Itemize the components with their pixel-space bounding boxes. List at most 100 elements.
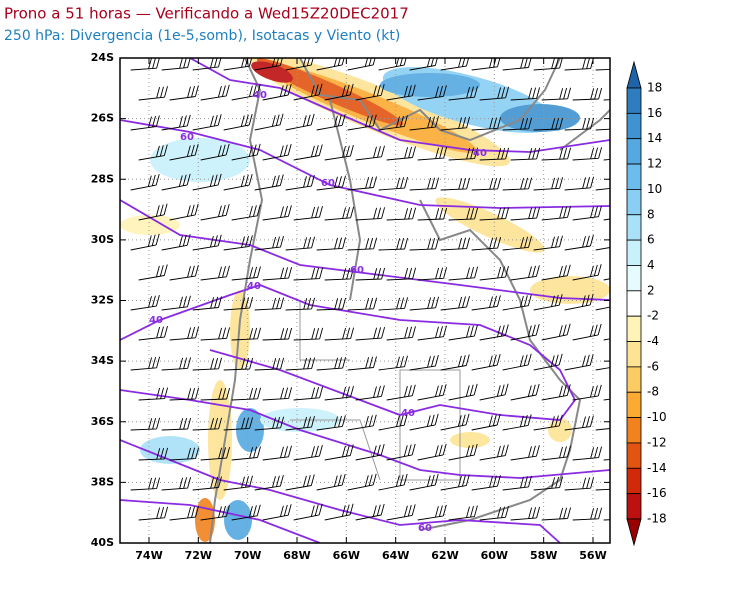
wind-barb (347, 114, 377, 131)
wind-barb (254, 297, 285, 311)
wind-barb (324, 144, 354, 161)
wind-barb (440, 295, 470, 311)
wind-barb (130, 417, 161, 431)
longitude-label: 60W (481, 549, 508, 562)
wind-barb (347, 414, 377, 431)
colorbar-label: -2 (647, 309, 659, 323)
wind-barb (138, 387, 169, 401)
wind-barb (161, 58, 191, 71)
wind-barb (355, 145, 385, 161)
wind-barb (130, 477, 161, 491)
wind-barb (355, 503, 385, 521)
wind-barb (502, 236, 532, 251)
wind-barb (510, 87, 541, 101)
wind-barb (355, 443, 385, 461)
longitude-label: 74W (135, 549, 162, 562)
colorbar-box (626, 442, 642, 469)
wind-barb (378, 58, 407, 71)
wind-barb (293, 83, 323, 101)
wind-barb (316, 114, 346, 131)
wind-barb (533, 117, 564, 131)
wind-barb (448, 266, 479, 281)
wind-barb (564, 176, 595, 191)
wind-barb (533, 476, 564, 491)
wind-barb (161, 357, 192, 371)
wind-barb (161, 173, 191, 191)
wind-barb (386, 207, 417, 221)
wind-barb (595, 367, 610, 371)
colorbar-label: -14 (647, 461, 667, 475)
wind-barb (378, 237, 409, 251)
wind-barb (347, 58, 376, 71)
wind-barb (510, 206, 541, 221)
wind-barb (595, 68, 610, 71)
wind-barb (169, 264, 199, 281)
wind-barb (200, 446, 231, 461)
wind-barb (254, 58, 283, 71)
wind-barb (223, 475, 253, 491)
wind-barb (192, 357, 223, 371)
wind-barb (378, 473, 408, 491)
wind-barb (533, 177, 564, 191)
isotach-label: 60 (321, 178, 335, 189)
wind-barb (595, 187, 610, 191)
wind-barb (409, 177, 440, 191)
wind-barb (386, 504, 416, 521)
wind-barb (223, 417, 254, 431)
wind-barb (285, 174, 315, 191)
latitude-label: 24S (91, 51, 114, 64)
wind-barb (169, 143, 199, 161)
wind-barb (285, 236, 316, 251)
colorbar-box (626, 493, 642, 520)
wind-barb (541, 507, 572, 521)
wind-barb (316, 297, 347, 311)
longitude-label: 64W (382, 549, 409, 562)
wind-barb (502, 177, 533, 191)
colorbar-label: 14 (647, 131, 662, 145)
colorbar-box (626, 366, 642, 393)
wind-barb (572, 87, 603, 101)
wind-barb (192, 173, 222, 191)
colorbar-label: -12 (647, 435, 667, 449)
longitude-label: 66W (333, 549, 360, 562)
wind-barb (448, 383, 478, 401)
wind-barb (355, 84, 385, 101)
colorbar-box (626, 417, 642, 444)
wind-barb (285, 297, 316, 311)
latitude-label: 34S (91, 354, 114, 367)
colorbar-label: 10 (647, 182, 662, 196)
wind-barb (316, 356, 347, 371)
wind-barb (138, 325, 168, 341)
wind-barb (200, 143, 230, 161)
wind-barb (200, 204, 230, 221)
wind-barb (533, 58, 563, 71)
wind-barb (324, 444, 354, 461)
wind-barb (471, 117, 502, 131)
wind-barb (541, 384, 571, 401)
wind-barb (595, 247, 610, 251)
wind-barb (533, 353, 563, 371)
latitude-label: 28S (91, 172, 114, 185)
colorbar-triangle (626, 518, 642, 547)
subtitle: 250 hPa: Divergencia (1e-5,somb), Isotac… (4, 28, 400, 44)
wind-barb (479, 506, 509, 521)
latitude-label: 26S (91, 112, 114, 125)
wind-barb (541, 445, 571, 461)
wind-barb (409, 296, 440, 311)
wind-barb (409, 473, 439, 491)
wind-barb (254, 235, 284, 251)
wind-barb (417, 325, 447, 341)
wind-barb (324, 267, 355, 281)
wind-barb (293, 144, 323, 161)
wind-barb (541, 323, 571, 341)
wind-barb (316, 473, 346, 491)
wind-barb (285, 113, 315, 131)
wind-barb (355, 326, 386, 341)
colorbar-label: -4 (647, 334, 659, 348)
wind-barb (448, 443, 478, 461)
isotach-label: 40 (149, 315, 163, 326)
colorbar-box (626, 467, 642, 495)
longitude-label: 72W (185, 549, 212, 562)
wind-barbs (130, 58, 610, 521)
